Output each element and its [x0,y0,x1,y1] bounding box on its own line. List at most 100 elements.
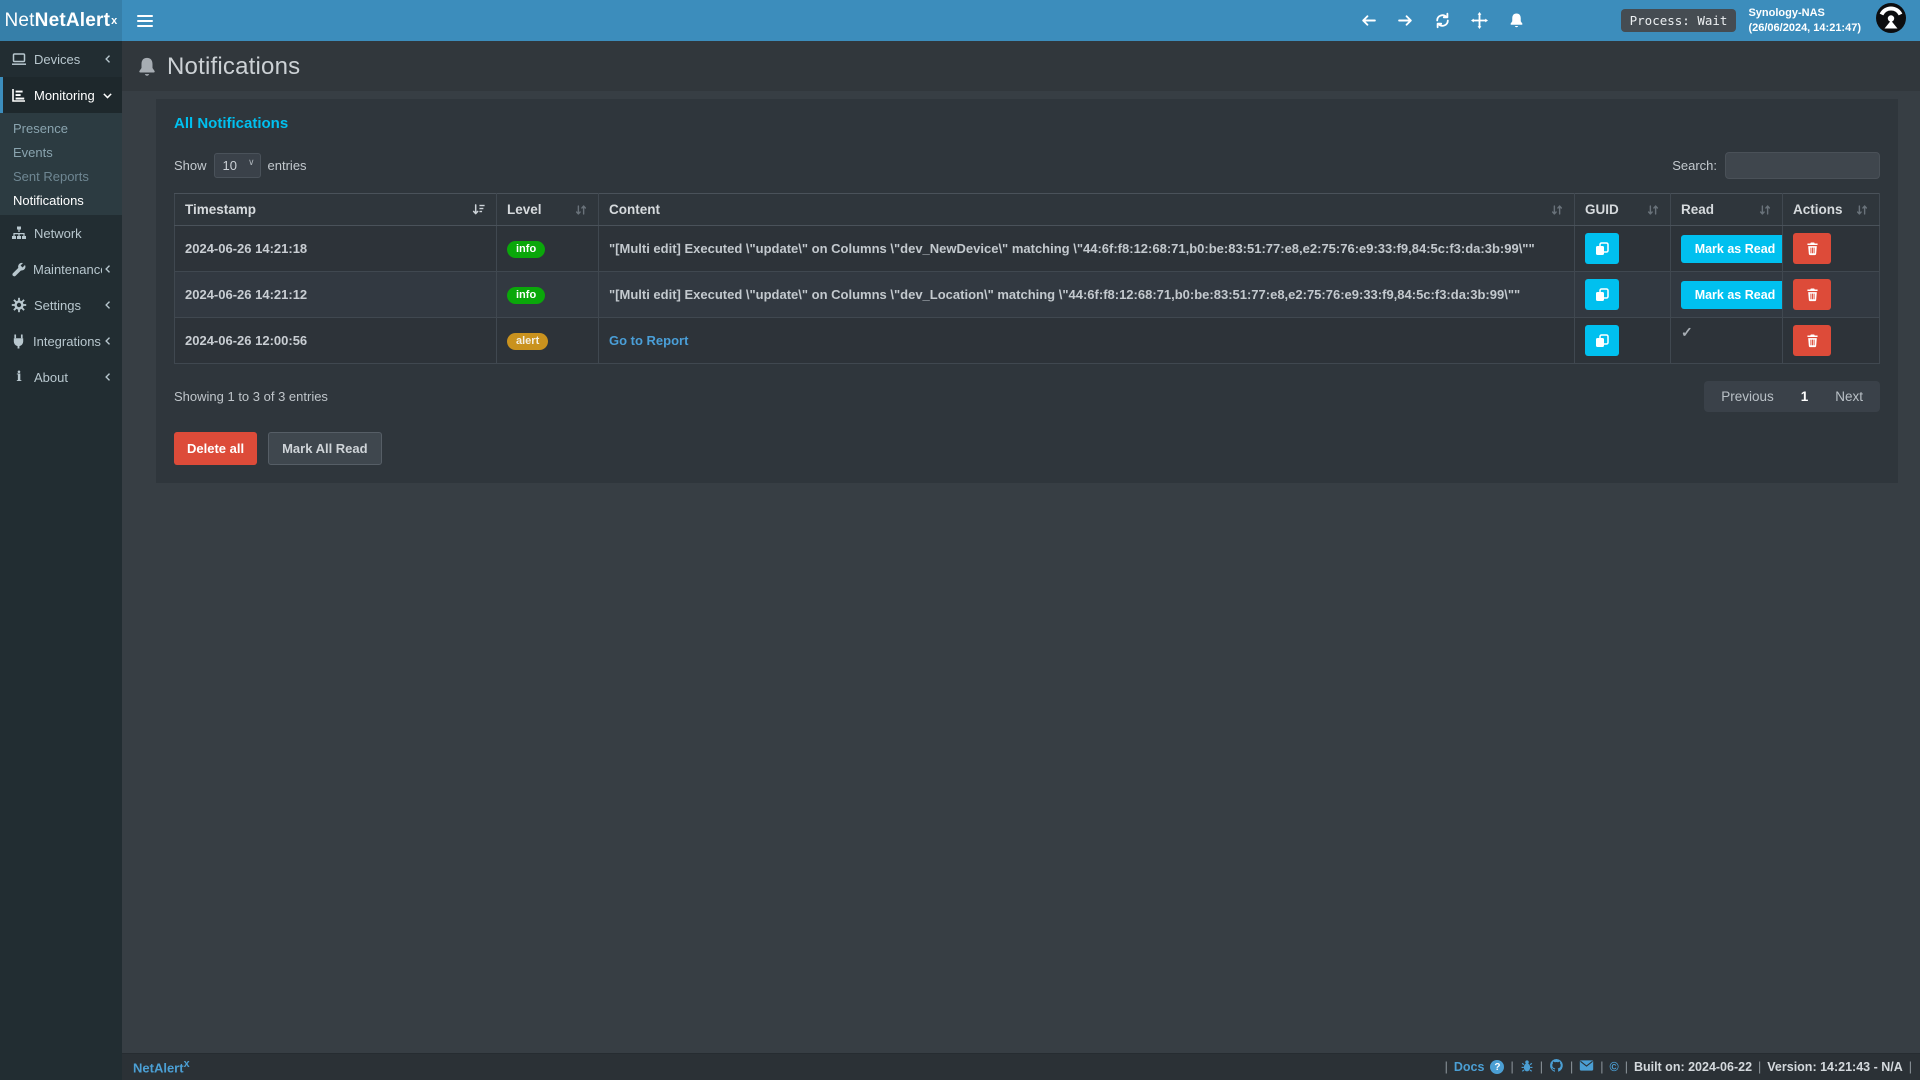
bug-icon [1521,1059,1533,1072]
column-header-level[interactable]: Level [496,193,599,226]
level-badge-info: info [507,240,546,258]
entries-label: entries [267,158,307,173]
column-header-read[interactable]: Read [1670,193,1783,226]
delete-notification-button[interactable] [1793,233,1831,264]
copy-guid-button[interactable] [1585,233,1619,264]
guid-cell [1574,271,1671,318]
notifications-table: Timestamp Level Con [174,193,1880,364]
actions-cell [1782,271,1880,318]
monitoring-submenu: Presence Events Sent Reports Notificatio… [0,113,122,215]
version-text: Version: 14:21:43 - N/A [1767,1060,1903,1074]
column-header-content[interactable]: Content [598,193,1575,226]
top-navbar: NetNetAlertNet NetAlert Alertx [0,0,1920,41]
copyright-icon[interactable]: © [1609,1060,1619,1074]
submenu-item-presence[interactable]: Presence [13,120,68,136]
column-header-timestamp[interactable]: Timestamp [174,193,497,226]
arrow-left-icon [1362,15,1376,26]
page-title: Notifications [167,53,301,80]
sort-both-icon [1551,204,1563,215]
read-cell: Mark as Read [1670,271,1783,318]
submenu-item-notifications[interactable]: Notifications [13,192,84,208]
sidebar-item-about[interactable]: i About [0,359,122,395]
bug-report-link[interactable] [1520,1059,1534,1076]
go-to-report-link[interactable]: Go to Report [609,333,689,348]
delete-all-button[interactable]: Delete all [174,432,258,465]
sitemap-icon [12,226,26,239]
device-name: Synology-NAS [1748,7,1825,20]
nav-refresh-button[interactable] [1429,0,1457,41]
chevron-left-icon [105,373,110,381]
delete-notification-button[interactable] [1793,279,1831,310]
help-icon[interactable]: ? [1490,1060,1505,1074]
nav-notifications-button[interactable] [1503,0,1531,41]
sidebar-item-devices[interactable]: Devices [0,41,122,77]
arrows-move-icon [1471,12,1489,29]
chevron-left-icon [105,301,110,309]
mark-all-read-button[interactable]: Mark All Read [268,432,382,465]
device-timestamp: (26/06/2024, 14:21:47) [1748,21,1861,34]
docs-link[interactable]: Docs [1453,1060,1485,1074]
delete-notification-button[interactable] [1793,325,1831,356]
page-length-control: Show 10 entries [174,153,307,178]
search-control: Search: [1672,152,1880,179]
wrench-icon [12,262,26,276]
column-header-guid[interactable]: GUID [1574,193,1671,226]
sidebar-item-settings[interactable]: Settings [0,287,122,323]
read-cell: ✓ [1670,317,1783,364]
sidebar-item-integrations[interactable]: Integrations [0,323,122,359]
avatar-icon [1876,3,1906,33]
hamburger-icon [136,12,153,30]
user-avatar[interactable] [1875,2,1907,39]
github-link[interactable] [1549,1058,1564,1076]
chart-icon [12,89,25,102]
sidebar: Devices Monitoring Presence Events Sent … [0,41,122,1080]
chevron-left-icon [105,55,110,63]
notifications-card: All Notifications Show 10 entries Search… [156,99,1898,483]
device-info: Synology-NAS (26/06/2024, 14:21:47) [1748,6,1861,35]
show-label: Show [174,158,207,173]
column-header-actions[interactable]: Actions [1782,193,1880,226]
pagination: Previous 1 Next [1704,381,1880,412]
trash-icon [1806,242,1818,256]
level-cell: info [496,225,599,272]
footer-brand[interactable]: NetAlertx [133,1058,190,1076]
level-badge-alert: alert [507,332,549,350]
app-logo[interactable]: NetNetAlertNet NetAlert Alertx [0,0,122,41]
submenu-item-sent-reports[interactable]: Sent Reports [13,168,89,184]
nav-back-button[interactable] [1355,0,1383,41]
read-cell: Mark as Read [1670,225,1783,272]
process-status-badge[interactable]: Process: Wait [1620,9,1737,32]
mark-as-read-button[interactable]: Mark as Read [1681,234,1782,263]
level-badge-info: info [507,286,546,304]
pagination-next[interactable]: Next [1835,389,1863,404]
actions-cell [1782,225,1880,272]
pagination-page-1[interactable]: 1 [1800,389,1809,404]
copy-guid-button[interactable] [1585,325,1619,356]
search-input[interactable] [1725,152,1880,179]
card-title: All Notifications [174,115,289,132]
submenu-item-events[interactable]: Events [13,144,53,160]
bell-icon [1510,13,1523,28]
sort-both-icon [1647,204,1659,215]
table-info-text: Showing 1 to 3 of 3 entries [174,389,328,404]
info-icon: i [16,369,22,385]
table-row: 2024-06-26 12:00:56 alert Go to Report ✓ [174,317,1880,364]
sidebar-item-monitoring[interactable]: Monitoring [0,77,122,113]
sidebar-toggle-button[interactable] [122,0,167,41]
sort-desc-icon [472,204,485,215]
content-cell: "[Multi edit] Executed \"update\" on Col… [598,271,1575,318]
nav-move-button[interactable] [1466,0,1494,41]
page-length-select[interactable]: 10 [213,153,261,178]
mark-as-read-button[interactable]: Mark as Read [1681,280,1782,309]
nav-forward-button[interactable] [1392,0,1420,41]
search-label: Search: [1672,158,1717,173]
copy-guid-button[interactable] [1585,279,1619,310]
copy-icon [1596,287,1609,301]
sidebar-item-maintenance[interactable]: Maintenance [0,251,122,287]
sidebar-item-network[interactable]: Network [0,215,122,251]
content-cell: "[Multi edit] Executed \"update\" on Col… [598,225,1575,272]
email-link[interactable] [1579,1059,1594,1075]
laptop-icon [12,53,26,65]
chevron-down-icon [103,92,112,99]
pagination-previous[interactable]: Previous [1721,389,1774,404]
